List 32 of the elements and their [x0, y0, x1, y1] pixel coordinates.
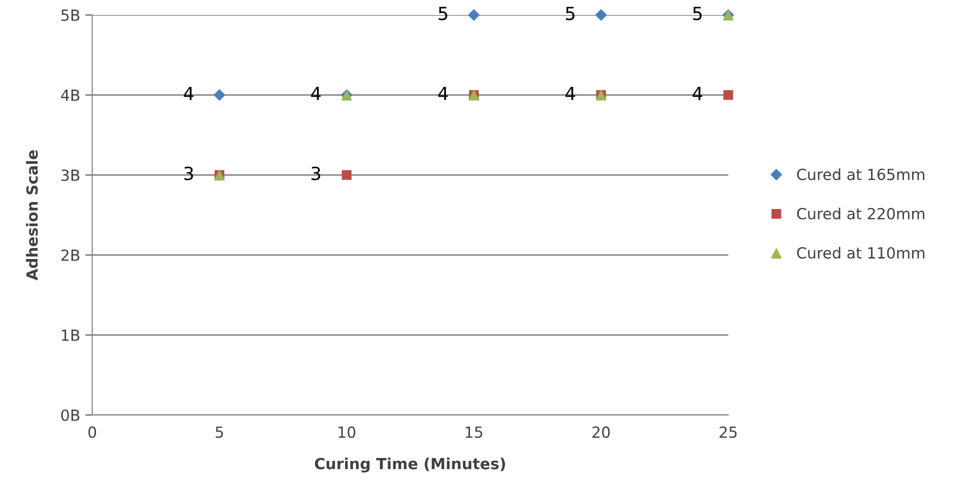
legend-label: Cured at 165mm [797, 168, 924, 180]
x-axis-title: Curing Time (Minutes) [314, 458, 506, 472]
legend-label: Cured at 110mm [797, 246, 924, 259]
x-tick-label: 20 [592, 426, 610, 438]
point [468, 9, 480, 21]
x-tick-label: 25 [720, 426, 737, 438]
x-tick-label: 10 [338, 426, 356, 438]
y-tick-label: 5B [61, 10, 80, 22]
point [214, 89, 226, 101]
data-label: 3 [312, 166, 320, 180]
y-axis-title: Adhesion Scale [26, 150, 38, 280]
data-label: 4 [311, 86, 321, 100]
data-label: 4 [565, 86, 576, 100]
y-tick-label: 2B [61, 249, 80, 261]
data-label: 3 [184, 166, 193, 180]
point [723, 90, 734, 100]
legend-label: Cured at 220mm [797, 208, 924, 220]
point [595, 9, 607, 21]
data-label: 5 [566, 6, 574, 20]
point [342, 170, 352, 180]
x-tick-label: 5 [216, 426, 223, 438]
data-label: 5 [693, 6, 702, 20]
y-tick-label: 3B [61, 169, 80, 182]
x-tick-label: 15 [466, 426, 482, 438]
y-tick-label: 1B [62, 330, 80, 341]
data-label: 4 [438, 86, 448, 100]
data-label: 4 [184, 86, 194, 100]
data-label: 5 [438, 6, 448, 20]
x-tick-label: 0 [88, 426, 96, 438]
y-tick-label: 0B [61, 409, 80, 422]
data-label: 4 [692, 86, 702, 100]
y-tick-label: 4B [60, 90, 80, 101]
